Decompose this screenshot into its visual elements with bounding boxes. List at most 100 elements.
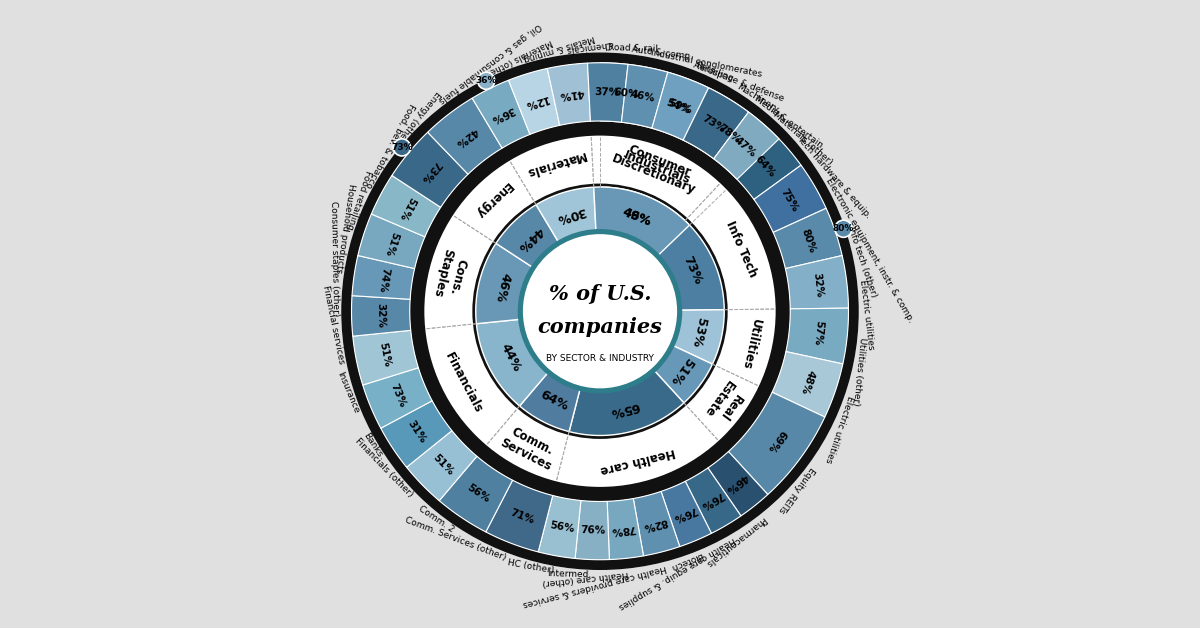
Text: Household products: Household products <box>335 183 356 274</box>
Text: 48%: 48% <box>799 368 816 395</box>
Polygon shape <box>371 175 440 237</box>
Polygon shape <box>536 187 596 245</box>
Polygon shape <box>772 352 842 417</box>
Text: Health care equip. & supplies: Health care equip. & supplies <box>617 534 737 610</box>
Text: 51%: 51% <box>431 452 455 477</box>
Text: 44%: 44% <box>515 224 546 254</box>
Polygon shape <box>644 70 720 144</box>
Text: Real
Estate: Real Estate <box>701 377 748 428</box>
Text: 30%: 30% <box>554 204 587 225</box>
Polygon shape <box>392 133 468 207</box>
Polygon shape <box>683 88 749 159</box>
Circle shape <box>341 53 859 570</box>
Text: Banks: Banks <box>361 431 384 459</box>
Circle shape <box>835 220 852 237</box>
Text: Health care (other): Health care (other) <box>541 569 629 587</box>
Text: 57%: 57% <box>812 320 824 346</box>
Polygon shape <box>475 244 535 323</box>
Text: Materials (other): Materials (other) <box>772 110 834 167</box>
Text: 49%: 49% <box>620 206 653 229</box>
Polygon shape <box>472 80 530 148</box>
Text: Materials: Materials <box>523 148 587 179</box>
Text: 59%: 59% <box>666 97 692 116</box>
Text: Comm.
Services: Comm. Services <box>498 423 560 474</box>
Circle shape <box>394 139 410 156</box>
Text: Metals & mining: Metals & mining <box>522 33 595 63</box>
Text: Electronic equipment, instr. & comp.: Electronic equipment, instr. & comp. <box>824 176 916 324</box>
Polygon shape <box>653 220 725 310</box>
Text: 51%: 51% <box>378 342 392 368</box>
Text: 41%: 41% <box>558 87 584 100</box>
Polygon shape <box>652 72 709 140</box>
Circle shape <box>523 234 677 388</box>
Text: Intermed.: Intermed. <box>547 569 592 580</box>
Polygon shape <box>380 401 452 467</box>
Text: 74%: 74% <box>376 266 390 293</box>
Polygon shape <box>594 187 690 257</box>
Text: Comm. 2: Comm. 2 <box>416 504 456 534</box>
Text: Pharmaceuticals: Pharmaceuticals <box>703 514 767 568</box>
Text: 36%: 36% <box>475 76 497 85</box>
Text: 73%: 73% <box>391 143 413 152</box>
Text: 44%: 44% <box>498 342 523 374</box>
Polygon shape <box>362 368 432 428</box>
Polygon shape <box>486 480 553 552</box>
Text: Health care providers & services: Health care providers & services <box>521 563 667 608</box>
Polygon shape <box>407 431 476 501</box>
Polygon shape <box>509 68 559 134</box>
Polygon shape <box>352 296 410 336</box>
Text: Media & entertain.: Media & entertain. <box>752 94 827 151</box>
Polygon shape <box>661 481 712 546</box>
Polygon shape <box>547 63 590 126</box>
Text: 12%: 12% <box>523 93 550 110</box>
Text: Auto & comp.: Auto & comp. <box>631 45 694 61</box>
Polygon shape <box>785 256 848 309</box>
Text: 73%: 73% <box>680 254 704 287</box>
Text: Financials (other): Financials (other) <box>353 436 414 499</box>
Text: Machinery: Machinery <box>734 82 780 114</box>
Text: 80%: 80% <box>799 227 816 254</box>
Polygon shape <box>439 457 512 532</box>
Text: 76%: 76% <box>581 525 606 536</box>
Text: Road & rail: Road & rail <box>608 43 659 53</box>
Text: 73%: 73% <box>701 113 727 134</box>
Text: Cons.
Staples: Cons. Staples <box>431 247 469 302</box>
Polygon shape <box>714 112 779 180</box>
Polygon shape <box>352 256 415 300</box>
Polygon shape <box>575 501 610 560</box>
Text: 69%: 69% <box>766 428 788 454</box>
Circle shape <box>352 63 848 560</box>
Polygon shape <box>708 452 768 516</box>
Circle shape <box>409 121 791 502</box>
Circle shape <box>517 229 683 394</box>
Text: Equity REITs: Equity REITs <box>776 465 816 514</box>
Polygon shape <box>786 308 848 364</box>
Text: Utilities: Utilities <box>739 317 762 371</box>
Text: 54%: 54% <box>665 97 691 116</box>
Polygon shape <box>670 310 725 364</box>
Text: Utilities (other): Utilities (other) <box>851 337 868 406</box>
Text: 36%: 36% <box>490 104 516 124</box>
Text: 53%: 53% <box>689 317 708 349</box>
Text: 56%: 56% <box>464 482 491 504</box>
Text: Comm. Services (other): Comm. Services (other) <box>404 516 508 562</box>
Text: BY SECTOR & INDUSTRY: BY SECTOR & INDUSTRY <box>546 354 654 363</box>
Polygon shape <box>600 187 685 255</box>
Text: 46%: 46% <box>492 271 512 303</box>
Text: Financial services: Financial services <box>322 284 346 365</box>
Text: Biotech: Biotech <box>668 551 703 572</box>
Text: Electric utilities: Electric utilities <box>823 394 854 464</box>
Text: 65%: 65% <box>608 399 641 419</box>
Text: 64%: 64% <box>538 388 570 413</box>
Text: 51%: 51% <box>667 355 695 387</box>
Circle shape <box>473 183 727 439</box>
Text: 31%: 31% <box>406 419 428 445</box>
Text: 46%: 46% <box>620 206 653 229</box>
Text: Industrials: Industrials <box>622 149 692 187</box>
Text: 51%: 51% <box>396 195 416 222</box>
Text: 73%: 73% <box>388 382 407 409</box>
Text: Retailing: Retailing <box>694 61 734 84</box>
Text: Tech hardware & equip.: Tech hardware & equip. <box>794 134 872 220</box>
Polygon shape <box>476 319 550 406</box>
Polygon shape <box>652 344 713 403</box>
